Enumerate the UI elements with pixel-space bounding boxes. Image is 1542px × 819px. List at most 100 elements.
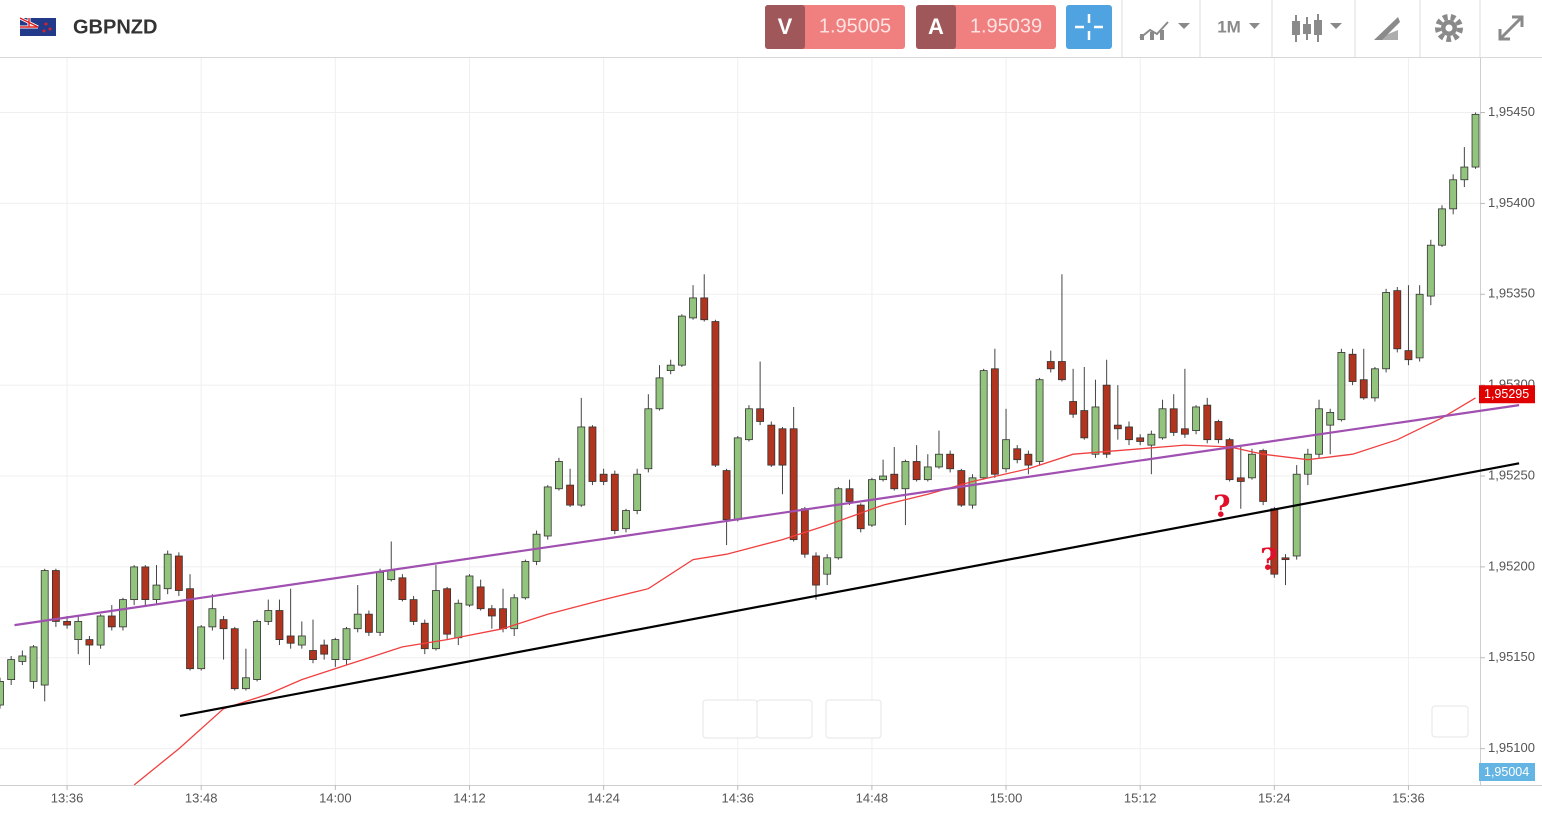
candle-body [868,479,876,526]
candle-body [219,619,228,630]
x-tick-label: 13:48 [185,790,218,805]
reset-zoom[interactable] [825,699,882,739]
candle-body [1102,384,1111,455]
candle-body [18,655,27,662]
candle-body [1013,448,1022,461]
y-tick-label: 1,95450 [1488,104,1535,119]
candle-body [174,555,183,591]
candle-body [1169,408,1178,433]
x-tick-label: 15:12 [1124,790,1157,805]
candle-body [29,646,38,682]
x-tick-label: 14:12 [453,790,486,805]
candle-body [409,599,418,622]
x-tick-label: 13:36 [51,790,84,805]
candle-body [689,297,697,319]
candle-body [700,297,709,321]
candle-body [1337,352,1346,421]
annotation: ? [1213,490,1231,525]
buy-button[interactable]: A 1.95039 [916,5,1056,49]
candle-body [968,477,977,506]
scroll-end[interactable] [1431,705,1469,738]
candle-body [1113,424,1122,430]
chart-type-button[interactable] [1139,21,1190,40]
candle-body [666,364,675,372]
candle-body [566,484,574,506]
candle-body [1192,406,1200,431]
candle-body [845,488,854,502]
candle-body [935,453,943,468]
candle-body [186,588,194,670]
fullscreen-button[interactable] [1498,15,1524,41]
candle-body [1091,406,1100,455]
candle-body [1002,439,1010,470]
trendline [179,462,1520,717]
candle-body [1035,379,1044,462]
candle-body [1359,379,1368,399]
moving-average [133,397,1476,785]
candle-body [208,608,217,628]
candle-body [510,597,519,630]
y-tick-label: 1,95350 [1488,286,1535,301]
candle-type-button[interactable] [1292,14,1342,42]
candle-body [0,681,4,706]
candle-body [51,570,60,622]
candle-body [242,677,250,690]
candle-body [745,408,753,441]
x-tick-label: 14:36 [721,790,754,805]
candle-body [85,639,94,646]
candle-body [309,650,317,660]
candle-body [141,566,150,601]
candle-body [376,571,384,633]
toolbar-separators [1121,0,1481,57]
candle-body [454,602,463,639]
timeframe-button[interactable]: 1M [1217,17,1260,36]
candle-body [107,615,116,628]
candle-body [610,473,619,531]
scroll-right[interactable] [756,699,813,739]
candle-body [879,475,887,481]
x-tick-label: 14:48 [856,790,889,805]
candle-body [789,428,798,541]
candle-body [230,628,239,690]
candle-body [1281,557,1290,561]
buy-label: A [928,14,944,39]
candle-body [297,635,306,646]
candle-body [364,613,373,633]
candle-body [711,321,720,466]
candle-body [555,461,563,490]
candle-body [722,470,731,521]
candle-body [253,621,261,680]
candle-body [1158,408,1167,439]
candle-body [834,488,843,559]
symbol: GBPNZD [73,16,157,38]
scroll-left[interactable] [702,699,758,739]
plot-area [0,112,1480,785]
settings-button[interactable] [1435,14,1463,42]
candle-body [644,408,653,470]
x-tick-label: 15:36 [1392,790,1425,805]
candle-body [599,473,608,482]
candle-body [1046,361,1055,370]
x-tick-label: 14:24 [587,790,620,805]
price-tag-label: 1,95004 [1484,765,1529,779]
price-tag-label: 1,95295 [1484,387,1529,401]
crosshair-button[interactable] [1066,5,1112,49]
candle-body [1404,350,1413,361]
candle-body [1125,426,1133,441]
candle-body [1236,477,1245,482]
candle-body [443,588,452,635]
candle-body [342,628,351,660]
candle-body [1303,453,1312,475]
candle-body [1080,410,1089,439]
candle-body [1382,292,1391,370]
candle-body [1058,361,1066,381]
sell-button[interactable]: V 1.95005 [765,5,905,49]
candle-body [1136,437,1145,442]
candle-body [1203,404,1212,441]
draw-button[interactable] [1374,17,1400,40]
y-tick-label: 1,95250 [1488,467,1535,482]
candle-body [499,608,507,630]
y-tick-label: 1,95400 [1488,195,1535,210]
grid [0,58,1480,785]
